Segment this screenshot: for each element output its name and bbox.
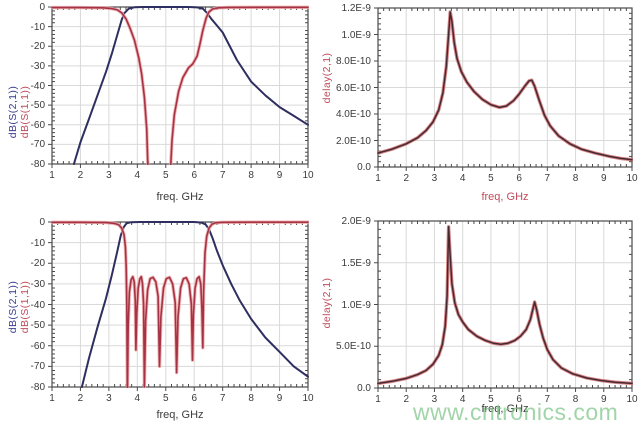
y-tick-label: -20	[30, 41, 45, 53]
y-tick-label: 1.5E-9	[341, 257, 371, 269]
x-tick-label: 2	[403, 394, 409, 405]
x-tick-label: 10	[626, 394, 638, 405]
delay-equal-ripple-trace-halo-0	[377, 225, 633, 386]
x-tick-label: 10	[302, 393, 314, 404]
s-params-maximally-flat-panel: 1 2 3 4 5 6 7 8 9 10 0 -10 -20 -30 -40 -50 -60 -70 -80 freq…	[0, 0, 320, 215]
x-tick-label: 1	[49, 170, 55, 181]
y-tick-label: -60	[30, 119, 45, 131]
x-tick-label: 9	[276, 393, 283, 404]
x-tick-label: 1	[49, 393, 55, 404]
s-params-equal-ripple-plot-svg	[48, 220, 309, 391]
x-tick-label: 4	[134, 170, 141, 181]
x-tick-label: 3	[431, 173, 438, 184]
y-axis-title: dB(S(2,1))	[7, 280, 19, 334]
x-tick-label: 2	[403, 173, 409, 184]
y-tick-label: -10	[30, 237, 45, 249]
y-tick-label: 2.0E-9	[341, 216, 371, 227]
y-tick-label: 0.0	[357, 383, 371, 394]
x-tick-label: 4	[134, 393, 141, 404]
y-tick-label: 0.0	[357, 162, 371, 173]
x-axis-title: freq. GHz	[156, 191, 204, 203]
x-tick-label: 8	[572, 394, 579, 405]
watermark: www.cntronics.com	[413, 399, 619, 425]
x-tick-label: 8	[248, 170, 254, 181]
x-tick-label: 4	[459, 394, 466, 405]
y-tick-label: 2.0E-10	[335, 135, 371, 147]
x-axis-title: freq, GHz	[481, 191, 529, 203]
x-tick-label: 6	[191, 170, 197, 181]
s-params-equal-ripple-trace-1	[51, 221, 309, 388]
s-params-maximally-flat-plot-svg	[48, 5, 309, 168]
s-params-equal-ripple-panel: 1 2 3 4 5 6 7 8 9 10 0 -10 -20 -30 -40 -50 -60 -70 -80 freq…	[0, 215, 320, 429]
x-tick-label: 2	[77, 170, 84, 181]
y-tick-label: -30	[30, 278, 45, 290]
y-tick-label: 1.0E-9	[341, 29, 371, 41]
s-params-maximally-flat-trace-halo-1	[51, 5, 309, 165]
x-tick-label: 7	[219, 393, 226, 404]
x-tick-label: 8	[572, 173, 579, 184]
y-axis-title: delay(2,1)	[321, 52, 333, 104]
x-tick-label: 1	[375, 394, 381, 405]
x-tick-label: 5	[488, 173, 494, 184]
x-tick-label: 3	[431, 394, 438, 405]
y-tick-label: 1.0E-9	[341, 299, 371, 311]
y-tick-label: -40	[30, 299, 45, 311]
y-axis-title: dB(S(1,1))	[19, 85, 31, 139]
y-tick-label: -80	[30, 382, 45, 393]
delay-equal-ripple-trace-0	[377, 226, 633, 385]
y-axis-title: dB(S(1,1))	[19, 280, 31, 334]
x-tick-label: 5	[162, 393, 169, 404]
y-tick-label: -50	[30, 320, 45, 332]
x-axis-title: freq, GHz	[481, 403, 529, 415]
x-tick-label: 5	[488, 394, 494, 405]
delay-maximally-flat-panel: 1 2 3 4 5 6 7 8 9 10 1.2E-9 1.0E-9 8.0E-10 6.0E-10 4.0…	[320, 0, 640, 215]
y-tick-label: 8.0E-10	[335, 56, 371, 67]
y-tick-label: 1.2E-9	[341, 3, 371, 14]
y-tick-label: 4.0E-10	[335, 109, 371, 120]
y-axis-title: dB(S(2,1))	[7, 85, 19, 139]
x-tick-label: 4	[459, 173, 466, 184]
y-tick-label: 6.0E-10	[335, 82, 371, 94]
y-tick-label: 0	[39, 217, 45, 228]
s-params-equal-ripple-trace-0	[80, 221, 309, 388]
delay-equal-ripple-panel: 1 2 3 4 5 6 7 8 9 10 2.0E-9 1.5E-9 1.0E-9 5.0E-10 0.0 f…	[320, 215, 640, 429]
x-tick-label: 1	[375, 173, 381, 184]
x-tick-label: 5	[162, 170, 169, 181]
x-tick-label: 6	[516, 173, 522, 184]
x-tick-label: 9	[600, 173, 607, 184]
x-tick-label: 3	[106, 170, 112, 181]
x-tick-label: 7	[544, 394, 551, 405]
x-tick-label: 8	[248, 393, 254, 404]
x-tick-label: 7	[219, 170, 226, 181]
y-tick-label: -40	[30, 80, 45, 92]
y-tick-label: -20	[30, 258, 45, 270]
x-tick-label: 10	[302, 170, 314, 181]
x-tick-label: 2	[77, 393, 84, 404]
y-tick-label: -30	[30, 60, 45, 72]
x-tick-label: 3	[106, 393, 112, 404]
y-tick-label: -10	[30, 21, 45, 33]
y-tick-label: 0	[39, 2, 45, 13]
x-tick-label: 6	[191, 393, 197, 404]
delay-equal-ripple-plot-svg	[374, 220, 633, 392]
y-tick-label: 5.0E-10	[335, 341, 371, 353]
x-axis-title: freq, GHz	[156, 409, 204, 421]
x-tick-label: 9	[600, 394, 607, 405]
s-params-equal-ripple-trace-halo-1	[51, 220, 309, 388]
s-params-maximally-flat-trace-1	[51, 6, 309, 165]
y-tick-label: -60	[30, 340, 45, 352]
x-tick-label: 9	[276, 170, 283, 181]
s-params-maximally-flat-trace-0	[72, 6, 309, 165]
y-tick-label: -80	[30, 159, 45, 170]
x-tick-label: 10	[626, 173, 638, 184]
delay-maximally-flat-plot-svg	[374, 7, 633, 171]
y-tick-label: -70	[30, 139, 45, 151]
y-tick-label: -50	[30, 100, 45, 112]
y-tick-label: -70	[30, 361, 45, 373]
delay-maximally-flat-trace-0	[377, 11, 633, 161]
y-axis-title: delay(2,1)	[321, 277, 333, 329]
x-tick-label: 7	[544, 173, 551, 184]
x-tick-label: 6	[516, 394, 522, 405]
